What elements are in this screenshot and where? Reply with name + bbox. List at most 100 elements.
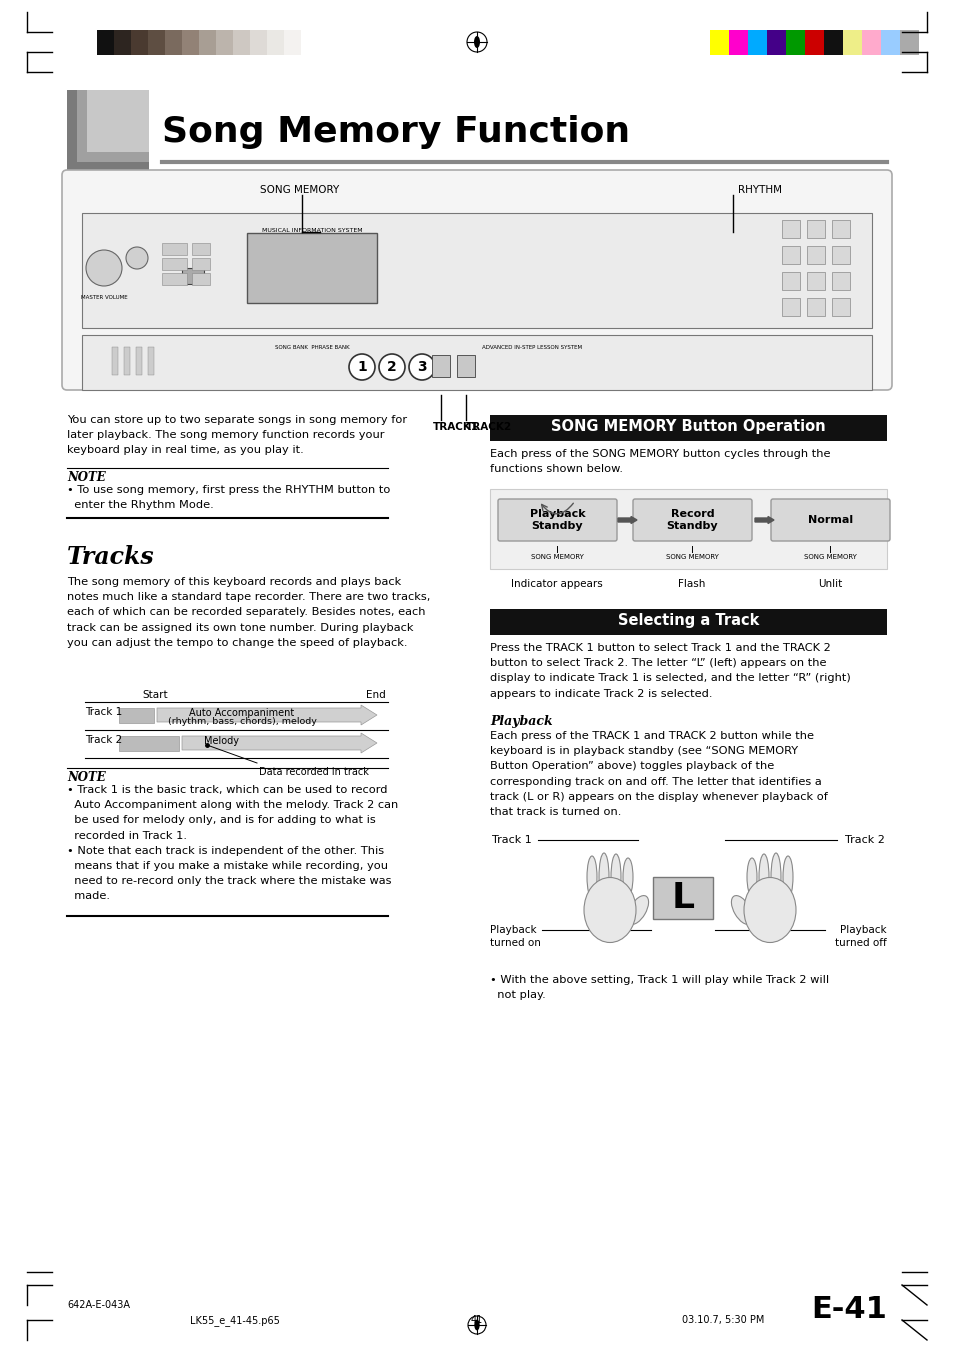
Bar (131, 30, 148, 55)
Ellipse shape (598, 852, 608, 901)
Ellipse shape (731, 896, 752, 924)
Text: Flash: Flash (678, 580, 705, 589)
Text: Auto Accompaniment: Auto Accompaniment (190, 708, 294, 717)
Text: TRACK1: TRACK1 (433, 422, 478, 432)
Text: SONG BANK  PHRASE BANK: SONG BANK PHRASE BANK (274, 345, 349, 350)
Ellipse shape (583, 878, 636, 943)
Bar (182, 267, 204, 284)
Text: You can store up to two separate songs in song memory for
later playback. The so: You can store up to two separate songs i… (67, 415, 407, 455)
Bar (192, 243, 210, 255)
Bar (490, 609, 886, 635)
Bar (781, 272, 800, 290)
Bar (432, 355, 450, 377)
Bar (162, 273, 187, 285)
Bar (709, 30, 728, 55)
Bar (67, 91, 149, 172)
Bar (267, 30, 284, 55)
Ellipse shape (782, 857, 792, 898)
Ellipse shape (770, 852, 781, 901)
FancyArrow shape (182, 734, 376, 753)
Bar (490, 489, 886, 569)
Circle shape (349, 354, 375, 380)
Bar (182, 30, 199, 55)
Text: Unlit: Unlit (817, 580, 841, 589)
Text: RHYTHM: RHYTHM (738, 185, 781, 195)
FancyBboxPatch shape (62, 170, 891, 390)
Bar (862, 30, 880, 55)
Ellipse shape (622, 858, 633, 896)
Bar (136, 347, 142, 376)
Bar (233, 30, 250, 55)
Circle shape (378, 354, 405, 380)
Bar (247, 232, 376, 303)
Bar (806, 272, 824, 290)
Text: The song memory of this keyboard records and plays back
notes much like a standa: The song memory of this keyboard records… (67, 577, 430, 647)
Bar (77, 91, 149, 162)
Bar (113, 30, 131, 55)
Text: Normal: Normal (807, 515, 852, 526)
Text: Press the TRACK 1 button to select Track 1 and the TRACK 2
button to select Trac: Press the TRACK 1 button to select Track… (490, 643, 850, 698)
Text: Each press of the TRACK 1 and TRACK 2 button while the
keyboard is in playback s: Each press of the TRACK 1 and TRACK 2 bu… (490, 731, 827, 817)
Text: Indicator appears: Indicator appears (511, 580, 602, 589)
Text: Playback
turned on: Playback turned on (490, 925, 540, 948)
Bar (162, 258, 187, 270)
Text: Each press of the SONG MEMORY button cycles through the
functions shown below.: Each press of the SONG MEMORY button cyc… (490, 449, 830, 474)
Text: 2: 2 (387, 359, 396, 374)
Text: MUSICAL INFORMATION SYSTEM: MUSICAL INFORMATION SYSTEM (261, 228, 362, 232)
Text: Playback
turned off: Playback turned off (835, 925, 886, 948)
Text: 03.10.7, 5:30 PM: 03.10.7, 5:30 PM (680, 1315, 763, 1325)
Bar (119, 708, 153, 723)
Bar (831, 220, 849, 238)
FancyArrow shape (754, 516, 773, 523)
Text: Data recorded in track: Data recorded in track (258, 767, 369, 777)
Bar (82, 213, 871, 328)
Bar (456, 355, 475, 377)
Text: L: L (671, 881, 694, 915)
Text: Start: Start (142, 690, 168, 700)
Bar (747, 30, 766, 55)
Text: Tracks: Tracks (67, 544, 154, 569)
Bar (806, 220, 824, 238)
FancyArrow shape (618, 516, 637, 523)
Circle shape (409, 354, 435, 380)
FancyBboxPatch shape (633, 499, 751, 540)
Bar (284, 30, 301, 55)
Text: Playback
Standby: Playback Standby (529, 509, 585, 531)
Ellipse shape (474, 36, 479, 49)
Bar (87, 91, 149, 153)
Text: NOTE: NOTE (67, 471, 106, 484)
FancyBboxPatch shape (770, 499, 889, 540)
Bar (785, 30, 804, 55)
Text: LK55_e_41-45.p65: LK55_e_41-45.p65 (190, 1315, 279, 1325)
Bar (199, 30, 215, 55)
Ellipse shape (610, 854, 620, 900)
Text: 41: 41 (471, 1315, 482, 1325)
Text: SONG MEMORY: SONG MEMORY (665, 554, 718, 561)
Bar (165, 30, 182, 55)
Text: TRACK2: TRACK2 (465, 422, 512, 432)
Bar (97, 30, 113, 55)
Ellipse shape (586, 857, 597, 898)
Bar (899, 30, 918, 55)
Text: ADVANCED IN-STEP LESSON SYSTEM: ADVANCED IN-STEP LESSON SYSTEM (481, 345, 581, 350)
Bar (148, 30, 165, 55)
Text: MASTER VOLUME: MASTER VOLUME (81, 295, 127, 300)
Text: 3: 3 (416, 359, 426, 374)
Bar (804, 30, 823, 55)
Text: SONG MEMORY: SONG MEMORY (260, 185, 339, 195)
Ellipse shape (743, 878, 795, 943)
Text: Selecting a Track: Selecting a Track (618, 613, 759, 628)
Bar (148, 347, 153, 376)
Bar (831, 299, 849, 316)
Text: Melody: Melody (204, 736, 239, 746)
Text: (rhythm, bass, chords), melody: (rhythm, bass, chords), melody (168, 717, 316, 725)
Text: Track 2: Track 2 (85, 735, 122, 744)
Text: SONG MEMORY: SONG MEMORY (530, 554, 583, 561)
Text: Playback: Playback (490, 715, 552, 728)
Bar (842, 30, 862, 55)
Bar (781, 299, 800, 316)
Text: NOTE: NOTE (67, 771, 106, 784)
Bar (490, 415, 886, 440)
Bar (652, 877, 712, 919)
Bar (781, 220, 800, 238)
